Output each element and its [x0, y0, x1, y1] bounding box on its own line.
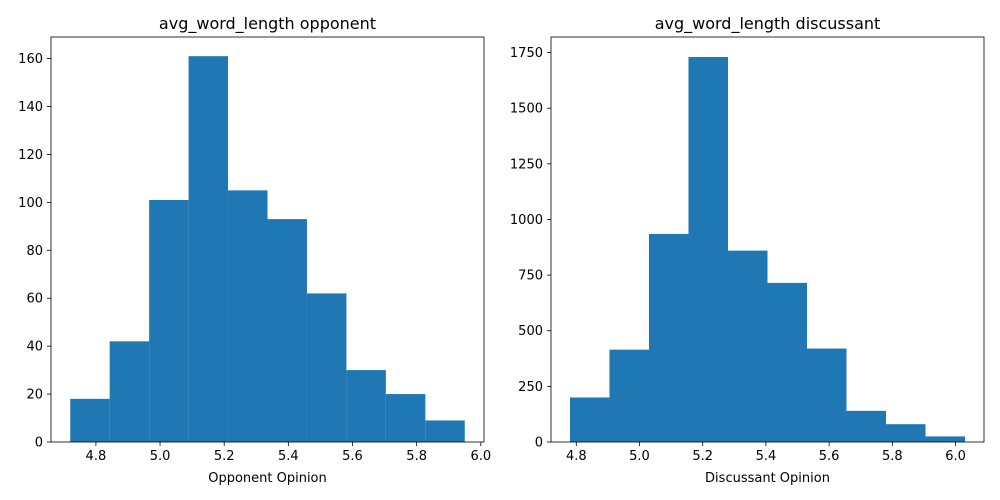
- histogram-bar: [767, 282, 808, 442]
- y-tick-label: 60: [26, 292, 43, 307]
- x-tick-label: 5.0: [629, 449, 650, 464]
- bars: [569, 57, 966, 443]
- histogram-bar: [569, 397, 610, 442]
- x-tick-label: 5.2: [214, 449, 235, 464]
- y-tick-label: 500: [518, 324, 543, 339]
- x-axis-ticks: 4.8 5.0 5.2 5.4 5.6 5.8 6.0: [86, 442, 491, 464]
- x-tick-label: 5.8: [406, 449, 427, 464]
- y-tick-label: 1000: [510, 213, 543, 228]
- histogram-bar: [727, 250, 768, 442]
- y-tick-label: 140: [18, 100, 43, 115]
- x-tick-label: 5.8: [882, 449, 903, 464]
- x-tick-label: 4.8: [566, 449, 587, 464]
- y-tick-label: 250: [518, 380, 543, 395]
- y-tick-label: 40: [26, 340, 43, 355]
- x-tick-label: 6.0: [945, 449, 966, 464]
- y-tick-label: 120: [18, 148, 43, 163]
- histogram-bar: [306, 293, 347, 442]
- y-axis-ticks: 0 20 40 60 80 100 120 140 160: [18, 52, 51, 451]
- histogram-bar: [228, 190, 268, 442]
- plot-frame: [550, 36, 985, 443]
- y-tick-label: 100: [18, 196, 43, 211]
- x-tick-label: 5.6: [342, 449, 363, 464]
- histogram-bar: [648, 233, 689, 442]
- histogram-bar: [925, 436, 966, 442]
- y-tick-label: 0: [35, 436, 43, 451]
- chart-title: avg_word_length opponent: [159, 14, 376, 34]
- histogram-bar: [70, 398, 110, 442]
- histogram-bar: [267, 219, 307, 442]
- y-tick-label: 1250: [510, 157, 543, 172]
- histogram-bar: [886, 424, 926, 442]
- x-axis-label: Opponent Opinion: [208, 471, 327, 486]
- histogram-bar: [188, 56, 229, 442]
- x-axis-label: Discussant Opinion: [705, 471, 830, 486]
- x-tick-label: 4.8: [86, 449, 107, 464]
- histogram-bar: [109, 341, 150, 442]
- x-tick-label: 6.0: [470, 449, 491, 464]
- histogram-bar: [846, 410, 887, 442]
- histogram-bar: [609, 349, 649, 442]
- y-tick-label: 1500: [510, 102, 543, 117]
- chart-title: avg_word_length discussant: [655, 14, 881, 34]
- histogram-bar: [346, 370, 386, 442]
- y-tick-label: 80: [26, 244, 43, 259]
- histogram-bar: [149, 199, 189, 442]
- histogram-bar: [807, 348, 847, 442]
- histogram-bar: [385, 394, 426, 442]
- bars: [70, 56, 465, 442]
- y-tick-label: 160: [18, 52, 43, 67]
- x-tick-label: 5.4: [756, 449, 777, 464]
- y-tick-label: 0: [535, 436, 543, 451]
- chart-discussant: avg_word_length discussant Discussant Op…: [510, 14, 985, 486]
- chart-opponent: avg_word_length opponent Opponent Opinio…: [18, 14, 491, 486]
- y-tick-label: 750: [518, 269, 543, 284]
- y-tick-label: 20: [26, 388, 43, 403]
- histogram-bar: [425, 420, 465, 442]
- x-tick-label: 5.6: [819, 449, 840, 464]
- plot-frame: [50, 36, 485, 443]
- x-tick-label: 5.0: [150, 449, 171, 464]
- x-tick-label: 5.2: [692, 449, 713, 464]
- x-tick-label: 5.4: [278, 449, 299, 464]
- y-axis-ticks: 0 250 500 750 1000 1250 1500 1750: [510, 46, 551, 451]
- x-axis-ticks: 4.8 5.0 5.2 5.4 5.6 5.8 6.0: [566, 442, 966, 464]
- histogram-bar: [688, 57, 728, 443]
- y-tick-label: 1750: [510, 46, 543, 61]
